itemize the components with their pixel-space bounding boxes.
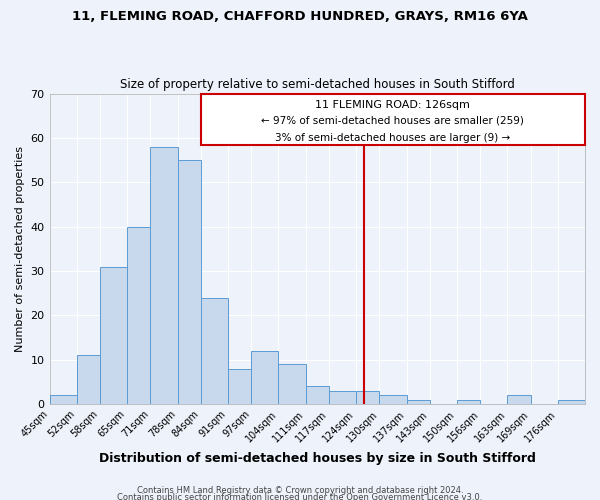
- Bar: [329, 390, 356, 404]
- Text: ← 97% of semi-detached houses are smaller (259): ← 97% of semi-detached houses are smalle…: [262, 116, 524, 126]
- Bar: [50, 395, 77, 404]
- Bar: [127, 226, 151, 404]
- Bar: [201, 298, 228, 404]
- Bar: [178, 160, 201, 404]
- Bar: [407, 400, 430, 404]
- Text: 11, FLEMING ROAD, CHAFFORD HUNDRED, GRAYS, RM16 6YA: 11, FLEMING ROAD, CHAFFORD HUNDRED, GRAY…: [72, 10, 528, 23]
- Text: Contains public sector information licensed under the Open Government Licence v3: Contains public sector information licen…: [118, 494, 482, 500]
- Bar: [356, 390, 379, 404]
- X-axis label: Distribution of semi-detached houses by size in South Stifford: Distribution of semi-detached houses by …: [99, 452, 536, 465]
- Bar: [457, 400, 480, 404]
- Bar: [251, 351, 278, 404]
- Title: Size of property relative to semi-detached houses in South Stifford: Size of property relative to semi-detach…: [120, 78, 515, 91]
- Bar: [151, 147, 178, 404]
- Text: Contains HM Land Registry data © Crown copyright and database right 2024.: Contains HM Land Registry data © Crown c…: [137, 486, 463, 495]
- Bar: [228, 368, 251, 404]
- Y-axis label: Number of semi-detached properties: Number of semi-detached properties: [15, 146, 25, 352]
- Bar: [77, 355, 100, 404]
- Bar: [508, 395, 530, 404]
- Text: 11 FLEMING ROAD: 126sqm: 11 FLEMING ROAD: 126sqm: [316, 100, 470, 110]
- Bar: [305, 386, 329, 404]
- Bar: [558, 400, 585, 404]
- Bar: [278, 364, 305, 404]
- Bar: [201, 94, 585, 144]
- Bar: [100, 266, 127, 404]
- Bar: [379, 395, 407, 404]
- Text: 3% of semi-detached houses are larger (9) →: 3% of semi-detached houses are larger (9…: [275, 132, 511, 142]
